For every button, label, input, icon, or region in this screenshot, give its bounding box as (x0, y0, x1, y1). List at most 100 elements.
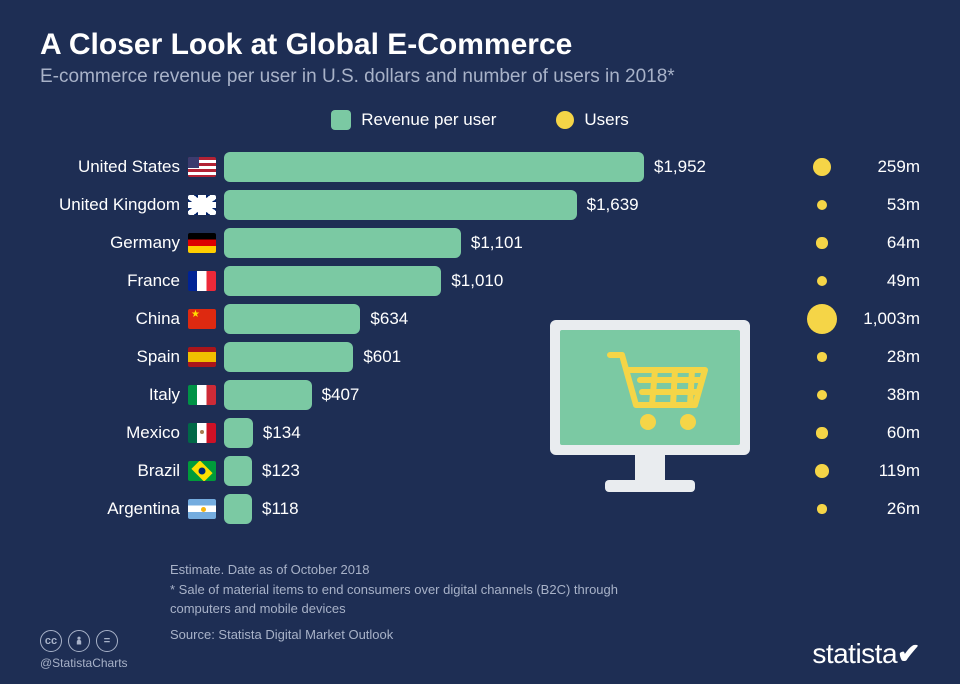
revenue-value: $118 (262, 499, 299, 519)
footnote-line3: computers and mobile devices (170, 599, 618, 619)
users-dot-col (794, 427, 850, 438)
users-dot-col (794, 504, 850, 513)
revenue-value: $1,639 (587, 195, 639, 215)
revenue-bar (224, 380, 312, 410)
revenue-bar (224, 228, 461, 258)
revenue-value: $407 (322, 385, 360, 405)
users-dot (817, 276, 828, 287)
revenue-bar (224, 266, 441, 296)
revenue-bar (224, 190, 577, 220)
users-dot-col (794, 158, 850, 176)
country-label: United Kingdom (40, 195, 188, 215)
users-dot (807, 304, 837, 334)
page-title: A Closer Look at Global E-Commerce (40, 28, 920, 62)
brand-text: statista (812, 638, 897, 669)
users-value: 53m (850, 195, 920, 215)
legend-users: Users (556, 110, 628, 130)
table-row: United Kingdom $1,639 53m (40, 186, 920, 224)
bar-track: $1,010 (224, 266, 794, 296)
legend-revenue-swatch (331, 110, 351, 130)
flag-icon (188, 499, 216, 519)
users-dot-col (794, 237, 850, 248)
revenue-value: $1,952 (654, 157, 706, 177)
legend: Revenue per user Users (40, 110, 920, 130)
revenue-value: $123 (262, 461, 300, 481)
country-label: Spain (40, 347, 188, 367)
revenue-value: $634 (370, 309, 408, 329)
users-value: 259m (850, 157, 920, 177)
page-subtitle: E-commerce revenue per user in U.S. doll… (40, 66, 920, 88)
users-dot (817, 504, 826, 513)
users-value: 26m (850, 499, 920, 519)
flag-icon (188, 195, 216, 215)
users-value: 49m (850, 271, 920, 291)
bar-track: $1,101 (224, 228, 794, 258)
users-dot-col (794, 200, 850, 211)
twitter-handle: @StatistaCharts (40, 656, 128, 670)
table-row: Brazil $123 119m (40, 452, 920, 490)
users-value: 1,003m (850, 309, 920, 329)
users-dot-col (794, 276, 850, 287)
country-label: Brazil (40, 461, 188, 481)
statista-logo: statista✔ (812, 637, 920, 670)
legend-users-label: Users (584, 110, 628, 130)
users-value: 38m (850, 385, 920, 405)
flag-icon (188, 423, 216, 443)
table-row: France $1,010 49m (40, 262, 920, 300)
country-label: United States (40, 157, 188, 177)
attribution-block: cc = @StatistaCharts (40, 630, 128, 670)
flag-icon (188, 157, 216, 177)
table-row: Italy $407 38m (40, 376, 920, 414)
country-label: Argentina (40, 499, 188, 519)
users-dot (813, 158, 831, 176)
cc-icon: cc (40, 630, 62, 652)
flag-icon (188, 385, 216, 405)
flag-icon (188, 461, 216, 481)
bar-track: $1,952 (224, 152, 794, 182)
country-label: China (40, 309, 188, 329)
flag-icon (188, 347, 216, 367)
users-dot (816, 237, 827, 248)
bar-chart: United States $1,952 259m United Kingdom $1,… (40, 148, 920, 528)
country-label: Germany (40, 233, 188, 253)
nd-icon: = (96, 630, 118, 652)
users-value: 60m (850, 423, 920, 443)
revenue-bar (224, 456, 252, 486)
revenue-bar (224, 418, 253, 448)
flag-icon (188, 233, 216, 253)
users-dot-col (794, 464, 850, 478)
table-row: Mexico $134 60m (40, 414, 920, 452)
users-dot-col (794, 390, 850, 400)
footnote-line2: * Sale of material items to end consumer… (170, 580, 618, 600)
table-row: Argentina $118 26m (40, 490, 920, 528)
revenue-value: $601 (363, 347, 401, 367)
revenue-value: $1,101 (471, 233, 523, 253)
table-row: China $634 1,003m (40, 300, 920, 338)
users-dot-col (794, 304, 850, 334)
country-label: Italy (40, 385, 188, 405)
bar-track: $1,639 (224, 190, 794, 220)
country-label: France (40, 271, 188, 291)
flag-icon (188, 309, 216, 329)
footnote-line1: Estimate. Date as of October 2018 (170, 560, 618, 580)
country-label: Mexico (40, 423, 188, 443)
users-dot-col (794, 352, 850, 361)
monitor-illustration (540, 310, 760, 510)
revenue-value: $134 (263, 423, 301, 443)
cc-badges: cc = (40, 630, 128, 652)
flag-icon (188, 271, 216, 291)
revenue-bar (224, 152, 644, 182)
users-dot (816, 427, 827, 438)
table-row: Spain $601 28m (40, 338, 920, 376)
revenue-bar (224, 342, 353, 372)
revenue-value: $1,010 (451, 271, 503, 291)
table-row: Germany $1,101 64m (40, 224, 920, 262)
users-value: 64m (850, 233, 920, 253)
legend-users-swatch (556, 111, 574, 129)
users-value: 28m (850, 347, 920, 367)
legend-revenue-label: Revenue per user (361, 110, 496, 130)
users-dot (817, 352, 826, 361)
users-value: 119m (850, 461, 920, 481)
revenue-bar (224, 494, 252, 524)
legend-revenue: Revenue per user (331, 110, 496, 130)
